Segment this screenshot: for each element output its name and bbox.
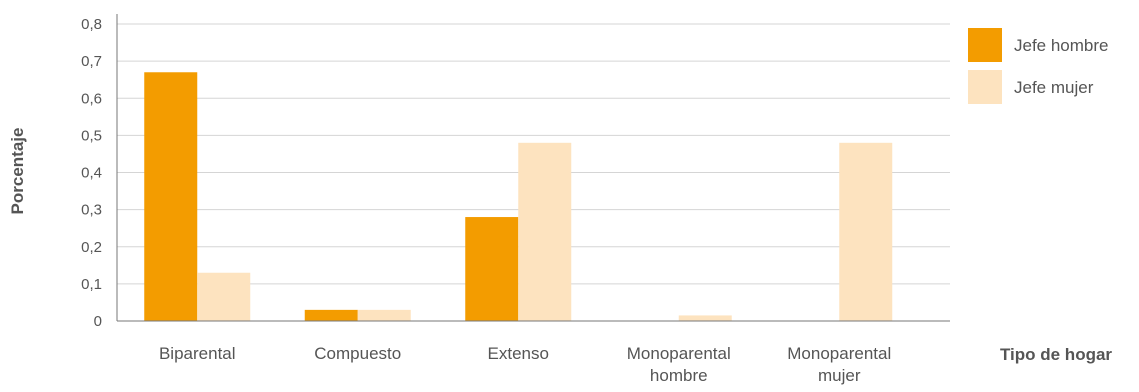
x-category-label: Compuesto [314, 344, 401, 363]
x-category-labels: Biparental Compuesto Extenso Monoparental ho… [159, 344, 891, 385]
legend-label-jefe-mujer: Jefe mujer [1014, 78, 1094, 97]
legend: Jefe hombre Jefe mujer [968, 28, 1109, 104]
bar [518, 142, 572, 321]
bar [839, 142, 893, 321]
y-tick-label: 0,5 [81, 127, 102, 144]
x-category-label: hombre [650, 366, 708, 385]
y-axis-title: Porcentaje [8, 128, 27, 215]
bar [357, 309, 411, 321]
y-tick-label: 0,4 [81, 165, 102, 182]
legend-label-jefe-hombre: Jefe hombre [1014, 36, 1109, 55]
x-category-label: Monoparental [787, 344, 891, 363]
y-tick-label: 0,1 [81, 276, 102, 293]
y-tick-label: 0,7 [81, 53, 102, 70]
y-tick-label: 0,6 [81, 90, 102, 107]
axes [116, 14, 950, 322]
x-category-label: Biparental [159, 344, 236, 363]
bar [144, 72, 198, 321]
x-category-label: Monoparental [627, 344, 731, 363]
bar [678, 315, 732, 321]
y-tick-label: 0,3 [81, 202, 102, 219]
x-category-label: mujer [818, 366, 861, 385]
legend-swatch-jefe-mujer [968, 70, 1002, 104]
bars [144, 72, 893, 321]
bar [304, 309, 358, 321]
legend-swatch-jefe-hombre [968, 28, 1002, 62]
x-axis-title: Tipo de hogar [1000, 345, 1112, 364]
y-tick-label: 0,2 [81, 239, 102, 256]
bar [465, 217, 519, 321]
y-tick-label: 0 [94, 313, 102, 330]
y-tick-labels: 0 0,1 0,2 0,3 0,4 0,5 0,6 0,7 0,8 [81, 16, 102, 330]
bar [197, 272, 251, 321]
x-category-label: Extenso [488, 344, 549, 363]
y-tick-label: 0,8 [81, 16, 102, 33]
